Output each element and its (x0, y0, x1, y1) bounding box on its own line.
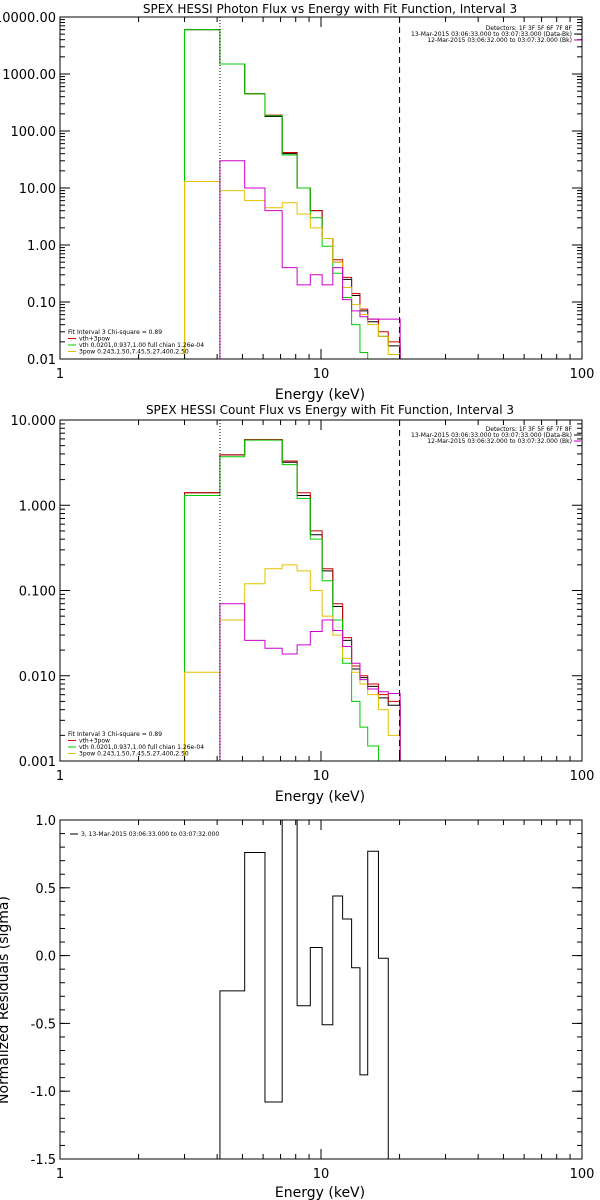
chart-title: SPEX HESSI Count Flux vs Energy with Fit… (146, 403, 514, 417)
y-tick-label: 1.0 (35, 814, 56, 829)
legend-text: vth+3pow (79, 738, 110, 745)
legend-text: Fit Interval 3 Chi-square = 0.89 (68, 329, 162, 336)
legend-text: 3pow 0.243,1.50,7.45,5.27,400,2.50 (79, 349, 189, 356)
legend-text: vth 0.0201,0.937,1.00 full chian 1.26e-0… (79, 744, 204, 751)
y-tick-label: 1.00 (27, 239, 56, 254)
photon-flux-panel: SPEX HESSI Photon Flux vs Energy with Fi… (0, 2, 594, 403)
x-tick-label: 100 (570, 769, 595, 784)
x-tick-label: 10 (313, 769, 330, 784)
info-text: Detectors: 1F 3F 5F 6F 7F 8F (486, 25, 573, 32)
y-tick-label: 0.010 (19, 670, 56, 685)
info-text: 12-Mar-2015 03:06:32.000 to 03:07:32.000… (427, 438, 572, 445)
y-tick-label: 10.00 (19, 182, 56, 197)
y-tick-label: 0.01 (27, 353, 56, 368)
y-tick-label: 10000.00 (0, 11, 56, 26)
x-axis-label: Energy (keV) (275, 789, 365, 805)
x-tick-label: 10 (313, 1167, 330, 1182)
plot-frame (59, 819, 583, 1160)
y-axis-label: Normalized Residuals (sigma) (0, 896, 12, 1104)
residuals-panel: 1 10 100 -1.5 -1.0 -0.5 0.0 0.5 1.0 3, 13-Mar-201… (0, 814, 594, 1200)
series-fit-total-1 (184, 29, 401, 359)
y-tick-label: 10.000 (11, 414, 57, 429)
info-text: 12-Mar-2015 03:06:32.000 to 03:07:32.000… (427, 37, 572, 44)
series-fit-component-3 (184, 564, 401, 761)
series-fit-total-1 (184, 439, 401, 761)
x-tick-label: 1 (56, 367, 64, 382)
info-text: Detectors: 1F 3F 5F 6F 7F 8F (486, 426, 573, 433)
legend-text: vth+3pow (79, 336, 110, 343)
y-tick-label: 1.000 (19, 499, 56, 514)
x-tick-label: 10 (313, 367, 330, 382)
series-fit-component-2 (184, 439, 389, 761)
legend-text: 3pow 0.243,1.50,7.45,5.27,400,2.50 (79, 751, 189, 758)
y-tick-label: 100.00 (11, 125, 57, 140)
legend-text: Fit Interval 3 Chi-square = 0.89 (68, 731, 162, 738)
series-data-0 (184, 439, 401, 761)
y-tick-label: -1.0 (31, 1085, 56, 1100)
y-tick-label: 1000.00 (2, 68, 56, 83)
y-tick-label: -1.5 (31, 1153, 56, 1168)
count-flux-panel: SPEX HESSI Count Flux vs Energy with Fit… (11, 403, 595, 805)
chart-title: SPEX HESSI Photon Flux vs Energy with Fi… (143, 2, 517, 16)
series-residuals-0 (219, 820, 389, 1159)
y-tick-label: 0.001 (19, 755, 56, 770)
x-axis-label: Energy (keV) (275, 387, 365, 403)
y-tick-label: 0.10 (27, 296, 56, 311)
series-fit-component-3 (184, 181, 401, 359)
x-tick-label: 100 (570, 367, 595, 382)
x-tick-label: 1 (56, 1167, 64, 1182)
x-tick-label: 1 (56, 769, 64, 784)
y-tick-label: -0.5 (31, 1017, 56, 1032)
series-fit-component-2 (184, 29, 369, 359)
series-background-4 (219, 603, 401, 761)
legend-text: 3, 13-Mar-2015 03:06:33.000 to 03:07:32.… (81, 831, 219, 838)
y-tick-label: 0.0 (35, 950, 56, 965)
legend-text: vth 0.0201,0.937,1.00 full chian 1.26e-0… (79, 342, 204, 349)
plot-frame (59, 16, 583, 360)
y-tick-label: 0.100 (19, 585, 56, 600)
x-axis-label: Energy (keV) (275, 1185, 365, 1200)
info-text: 13-Mar-2015 03:06:33.000 to 03:07:33.000… (411, 31, 572, 38)
series-background-4 (219, 160, 401, 359)
y-tick-label: 0.5 (35, 882, 56, 897)
x-tick-label: 100 (570, 1167, 595, 1182)
info-text: 13-Mar-2015 03:06:33.000 to 03:07:33.000… (411, 432, 572, 439)
